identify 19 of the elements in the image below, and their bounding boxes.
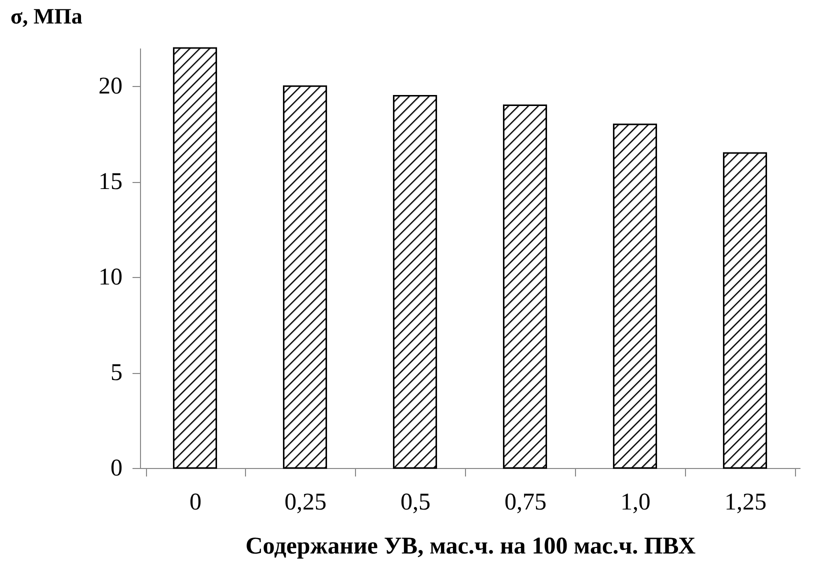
y-tick-label: 10 — [98, 264, 122, 291]
bar — [392, 94, 438, 469]
y-tick-label: 15 — [98, 169, 122, 196]
y-tick-label: 0 — [110, 456, 122, 482]
bar — [502, 104, 548, 469]
x-tick-label: 0,5 — [400, 490, 430, 516]
y-tick-label: 20 — [98, 74, 122, 100]
x-tick-label: 0,75 — [504, 490, 546, 516]
bar — [722, 152, 768, 469]
y-tick-label: 5 — [110, 360, 122, 386]
y-axis-title: σ, МПа — [10, 4, 82, 28]
x-axis-title: Содержание УВ, мас.ч. на 100 мас.ч. ПВХ — [245, 534, 696, 560]
bar — [282, 85, 328, 469]
bar — [612, 124, 658, 469]
x-tick-label: 0,25 — [284, 490, 326, 516]
x-tick-label: 1,25 — [724, 490, 766, 516]
bar — [172, 47, 218, 469]
x-tick-label: 0 — [190, 490, 202, 516]
x-tick-label: 1,0 — [620, 490, 650, 516]
